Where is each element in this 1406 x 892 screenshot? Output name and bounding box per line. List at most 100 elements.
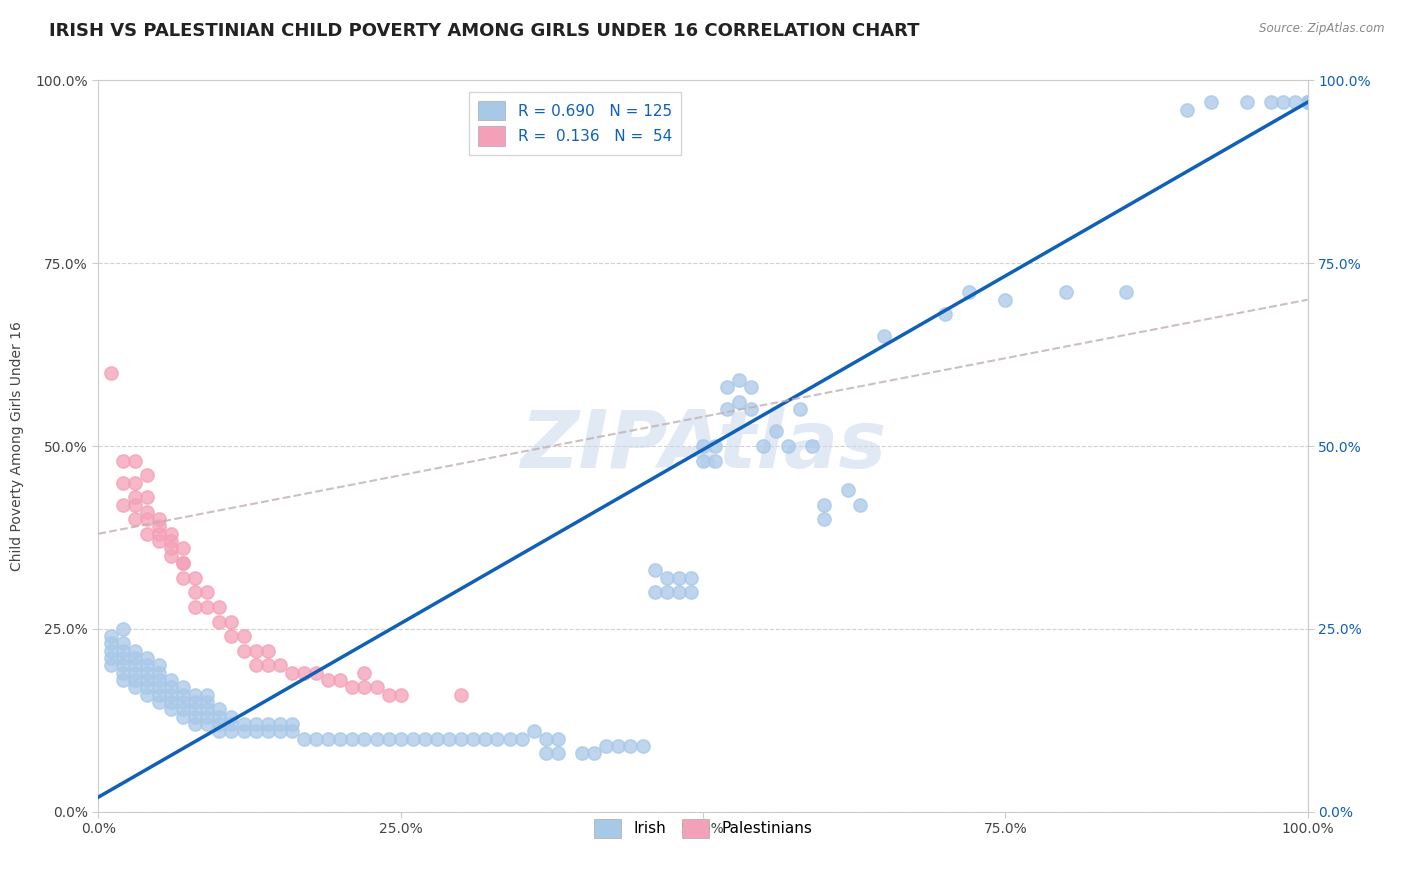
Point (595, 739, 617, 753)
Point (547, 746, 569, 760)
Point (377, 688, 399, 702)
Point (232, 717, 254, 731)
Point (221, 615, 243, 629)
Point (195, 717, 218, 731)
Point (172, 556, 194, 570)
Point (135, 658, 157, 673)
Point (124, 644, 146, 658)
Point (111, 665, 134, 680)
Point (450, 731, 472, 746)
Point (583, 746, 606, 760)
Point (426, 731, 449, 746)
Point (728, 395, 751, 409)
Point (813, 498, 835, 512)
Point (668, 571, 690, 585)
Point (124, 673, 146, 687)
Point (619, 739, 641, 753)
Point (184, 709, 207, 723)
Point (124, 681, 146, 695)
Point (813, 512, 835, 526)
Point (329, 673, 352, 687)
Point (221, 709, 243, 723)
Point (342, 681, 364, 695)
Point (184, 717, 207, 731)
Point (100, 629, 122, 643)
Point (160, 688, 183, 702)
Point (752, 439, 775, 453)
Point (100, 636, 122, 650)
Point (148, 665, 170, 680)
Point (329, 731, 352, 746)
Point (148, 673, 170, 687)
Point (232, 724, 254, 739)
Point (1236, 95, 1258, 110)
Point (148, 534, 170, 549)
Point (534, 731, 557, 746)
Point (413, 731, 436, 746)
Point (184, 702, 207, 716)
Point (474, 731, 496, 746)
Point (789, 402, 811, 417)
Text: IRISH VS PALESTINIAN CHILD POVERTY AMONG GIRLS UNDER 16 CORRELATION CHART: IRISH VS PALESTINIAN CHILD POVERTY AMONG… (49, 22, 920, 40)
Point (245, 644, 267, 658)
Text: Source: ZipAtlas.com: Source: ZipAtlas.com (1260, 22, 1385, 36)
Point (765, 425, 787, 439)
Point (111, 453, 134, 467)
Point (111, 673, 134, 687)
Point (148, 526, 170, 541)
Point (195, 702, 218, 716)
Point (195, 585, 218, 599)
Point (195, 695, 218, 709)
Point (256, 658, 278, 673)
Point (172, 556, 194, 570)
Point (135, 681, 157, 695)
Point (292, 665, 315, 680)
Point (389, 688, 412, 702)
Point (208, 709, 231, 723)
Point (353, 665, 375, 680)
Point (1054, 285, 1077, 300)
Point (934, 307, 956, 321)
Y-axis label: Child Poverty Among Girls Under 16: Child Poverty Among Girls Under 16 (10, 321, 24, 571)
Point (305, 731, 328, 746)
Point (232, 644, 254, 658)
Point (135, 651, 157, 665)
Point (716, 380, 738, 394)
Point (704, 439, 727, 453)
Point (195, 688, 218, 702)
Point (498, 731, 520, 746)
Point (148, 658, 170, 673)
Point (135, 526, 157, 541)
Point (135, 490, 157, 504)
Point (135, 673, 157, 687)
Point (1260, 95, 1282, 110)
Point (486, 731, 509, 746)
Point (655, 585, 678, 599)
Point (172, 702, 194, 716)
Point (111, 498, 134, 512)
Point (740, 380, 762, 394)
Point (1296, 95, 1319, 110)
Point (1296, 95, 1319, 110)
Point (704, 453, 727, 467)
Point (124, 453, 146, 467)
Point (124, 475, 146, 490)
Point (111, 636, 134, 650)
Point (342, 731, 364, 746)
Point (124, 512, 146, 526)
Point (208, 599, 231, 614)
Point (245, 724, 267, 739)
Point (135, 512, 157, 526)
Point (547, 731, 569, 746)
Point (800, 439, 823, 453)
Point (716, 402, 738, 417)
Point (100, 658, 122, 673)
Point (111, 622, 134, 636)
Point (679, 585, 702, 599)
Point (160, 526, 183, 541)
Point (172, 695, 194, 709)
Point (135, 468, 157, 483)
Point (269, 724, 291, 739)
Point (644, 563, 666, 577)
Point (184, 571, 207, 585)
